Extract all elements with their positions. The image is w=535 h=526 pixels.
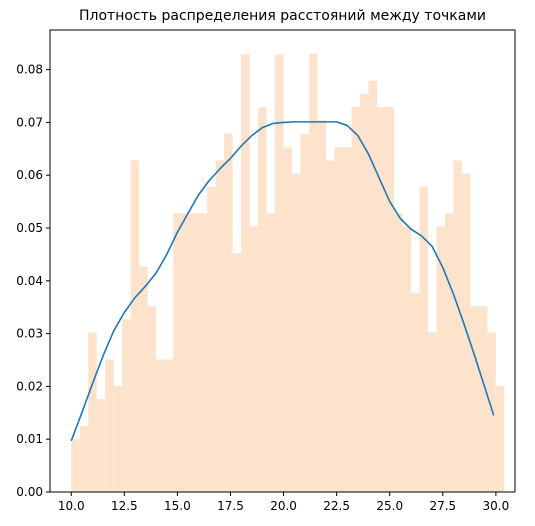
histogram-bar xyxy=(249,226,259,492)
histogram-bar xyxy=(317,120,327,493)
x-tick-label: 20.0 xyxy=(270,499,297,513)
histogram-bar xyxy=(275,54,284,493)
histogram-bar xyxy=(79,426,89,492)
density-curve xyxy=(70,121,495,442)
histogram-bar xyxy=(147,306,157,492)
x-tick-label: 25.0 xyxy=(376,499,403,513)
histogram-bar xyxy=(326,160,335,492)
x-tick-label: 30.0 xyxy=(483,499,510,513)
histogram-bar xyxy=(207,186,216,493)
x-tick-label: 15.0 xyxy=(164,499,191,513)
histogram-bar xyxy=(309,53,318,492)
y-tick-label: 0.03 xyxy=(16,327,43,341)
y-tick-label: 0.06 xyxy=(16,168,43,182)
histogram-bar xyxy=(385,107,394,492)
plot-frame xyxy=(49,29,516,493)
histogram-bar xyxy=(300,134,310,493)
histogram-bar xyxy=(283,147,293,492)
histogram-bar xyxy=(478,306,488,492)
histogram-bar xyxy=(495,385,505,492)
x-tick-label: 17.5 xyxy=(217,499,244,513)
histogram-bar xyxy=(232,253,242,492)
histogram-bar xyxy=(139,266,148,492)
y-tick-label: 0.08 xyxy=(16,63,43,77)
histogram-bar xyxy=(266,213,276,492)
histogram-bar xyxy=(181,213,191,492)
histogram-bar xyxy=(376,107,386,492)
histogram-bar xyxy=(198,213,208,492)
histogram-bar xyxy=(360,93,369,492)
histogram-bar xyxy=(215,160,225,492)
histogram-bar xyxy=(453,160,462,492)
y-axis: 0.00 0.01 0.02 0.03 0.04 0.05 0.06 0.07 0.08 xyxy=(16,63,50,499)
histogram-bar xyxy=(368,80,377,493)
x-tick-label: 10.0 xyxy=(58,499,85,513)
histogram-bar xyxy=(334,147,344,492)
histogram-bar xyxy=(88,332,97,492)
chart-title: Плотность распределения расстояний между… xyxy=(79,8,486,24)
y-tick-label: 0.05 xyxy=(16,221,43,235)
histogram-bars xyxy=(71,53,505,493)
histogram-bar xyxy=(173,213,182,492)
histogram-bar xyxy=(96,399,106,492)
histogram-bar xyxy=(444,213,454,492)
y-tick-label: 0.01 xyxy=(16,432,43,446)
histogram-bar xyxy=(258,107,267,492)
histogram-bar xyxy=(436,226,445,492)
histogram-bar xyxy=(343,147,352,492)
histogram-bar xyxy=(130,160,140,492)
histogram-bar xyxy=(292,173,301,492)
histogram-bar xyxy=(419,186,428,493)
histogram-bar xyxy=(164,359,174,492)
x-tick-label: 12.5 xyxy=(111,499,138,513)
histogram-bar xyxy=(71,439,80,492)
x-tick-label: 27.5 xyxy=(429,499,456,513)
histogram-bar xyxy=(410,292,420,492)
y-tick-label: 0.07 xyxy=(16,115,43,129)
y-tick-label: 0.02 xyxy=(16,379,43,393)
histogram-bar xyxy=(402,226,411,492)
histogram-bar xyxy=(105,359,114,492)
histogram-bar xyxy=(487,332,496,492)
density-curve-group xyxy=(70,121,495,442)
y-tick-label: 0.04 xyxy=(16,274,43,288)
histogram-bar xyxy=(470,306,479,492)
histogram-bar xyxy=(241,54,250,493)
x-tick-label: 22.5 xyxy=(323,499,350,513)
histogram-bar xyxy=(156,359,165,492)
histogram-bar xyxy=(190,213,199,492)
histogram-bar xyxy=(427,332,437,492)
histogram-bar xyxy=(122,319,131,492)
histogram-bar xyxy=(224,133,233,492)
histogram-bar xyxy=(113,385,123,492)
histogram-bar xyxy=(393,213,403,492)
x-axis: 10.0 12.5 15.0 17.5 20.0 22.5 25.0 27.5 30.0 xyxy=(58,492,509,513)
y-tick-label: 0.00 xyxy=(16,485,43,499)
histogram-bar xyxy=(351,107,360,492)
